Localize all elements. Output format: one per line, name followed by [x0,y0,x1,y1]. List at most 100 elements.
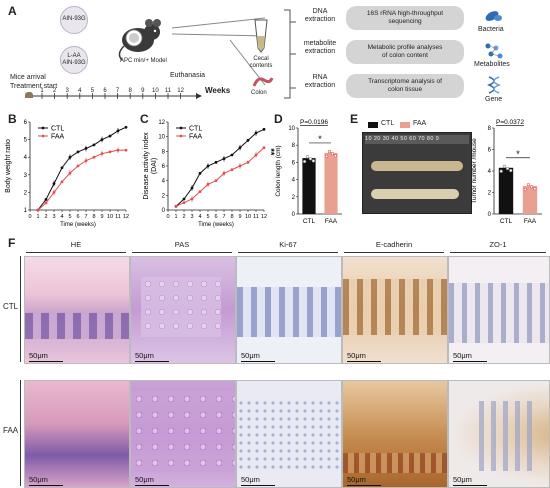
x-tick-label: 11 [253,214,259,220]
data-point-faa [174,204,178,208]
scale-label: 50μm [453,475,472,484]
data-point [327,149,332,154]
col-he: HE [70,240,82,249]
output-bacteria: Bacteria [478,26,504,33]
data-point-faa [60,180,64,184]
y-axis-label: Disease activity index [143,132,150,200]
data-point-faa [214,179,218,183]
data-point [302,159,307,164]
panel-label-a: A [8,4,17,18]
row-bracket-ctl [20,256,21,362]
tile-ctl-zo1: 50μm [448,256,550,364]
x-tick-label: 5 [68,214,71,220]
legend-faa-label: FAA [413,120,427,127]
y-tick-label: 6 [24,120,28,126]
scale-label: 50μm [347,351,366,360]
data-point-ctl [92,143,96,147]
mouse-icon [118,19,161,61]
category-label: CTL [303,218,316,225]
legend-marker [179,126,183,130]
panel-label-f: F [8,236,16,250]
timeline-tick-label: 4 [78,88,82,94]
data-point-faa [198,190,202,194]
y-tick-label: 8 [488,126,492,132]
category-label: CTL [500,218,513,225]
data-point [305,155,310,159]
tile-ctl-pas: 50μm [130,256,236,364]
colon-ctl-specimen [371,161,463,171]
analysis-transcriptome: Transcriptome analysis of colon tissue [346,74,464,98]
tile-ctl-ecadherin: 50μm [342,256,448,364]
y-tick-label: 8 [162,149,166,155]
y-axis-label: Body weight ratio [5,139,12,193]
x-tick-label: 7 [222,214,225,220]
tile-faa-zo1: 50μm [448,380,550,488]
weeks-label: Weeks [205,86,231,95]
scale-label: 50μm [347,475,366,484]
category-label: FAA [524,218,537,225]
x-tick-label: 3 [190,214,193,220]
data-point [324,154,329,158]
x-tick-label: 7 [84,214,87,220]
x-tick-label: 0 [28,214,31,220]
extraction-metabolite: metabolite extraction [303,40,337,55]
timeline-tick-label: 6 [103,88,107,94]
tile-ctl-he: 50μm [24,256,130,364]
panel-label-d: D [274,112,283,126]
scale-label: 50μm [135,351,154,360]
y-tick-label: 10 [158,135,165,141]
bar-ctl [302,158,316,214]
x-tick-label: 1 [36,214,39,220]
legend-marker [41,134,45,138]
data-point [502,164,507,168]
series-line-ctl [175,128,265,207]
legend-label: CTL [189,126,202,133]
legend-label: FAA [189,134,203,141]
y-axis-label: (DAI) [151,158,158,174]
data-point-ctl [76,150,80,154]
model-label: APC min/+ Model [120,58,167,64]
diet-ctl-icon [60,6,88,34]
colon-faa-specimen [371,189,459,199]
scale-label: 50μm [241,351,260,360]
col-zo1: ZO-1 [489,240,507,249]
p-value: P=0.0196 [300,119,328,126]
data-point-faa [262,146,266,150]
data-point-ctl [230,153,234,157]
data-point [529,185,534,189]
category-label: FAA [325,218,338,225]
col-ecadherin: E-cadherin [375,240,413,249]
metabolites-icon [485,43,503,59]
legend-marker [41,126,45,130]
bacteria-icon [485,11,502,21]
x-tick-label: 3 [52,214,55,220]
x-tick-label: 10 [107,214,113,220]
timeline-tick-label: 1 [40,88,44,94]
analysis-metabolic: Metabolic profile analyses of colon cont… [346,40,464,64]
diet-faa-label-2: AIN-93G [62,60,86,66]
x-tick-label: 2 [182,214,185,220]
timeline-tick-label: 3 [66,88,70,94]
scale-label: 50μm [241,475,260,484]
euthanasia-label: Euthanasia [170,72,206,79]
diet-faa-label-1: L-AA [67,53,81,59]
y-tick-label: 5 [24,138,28,144]
timeline-tick-label: 11 [165,88,172,94]
row-label-ctl: CTL [3,302,19,311]
colon-label: Colon [251,90,267,96]
data-point-faa [36,208,40,212]
timeline-tick-label: 7 [116,88,120,94]
bar-faa [522,186,538,214]
x-tick-label: 2 [44,214,47,220]
data-point-ctl [262,127,266,131]
data-point-faa [76,164,80,168]
panel-label-b: B [8,112,17,126]
diet-ctl-label: AIN-93G [62,16,86,22]
data-point-ctl [182,197,186,201]
timeline-tick-label: 12 [177,88,184,94]
y-tick-label: 6 [488,148,492,154]
output-metabolites: Metabolites [474,61,510,68]
chart-e-tumor-number: 0 2 4 6 8 CTL FAA * P=0.0372 Tumor number /mouse [471,119,542,225]
data-point-faa [108,150,112,154]
